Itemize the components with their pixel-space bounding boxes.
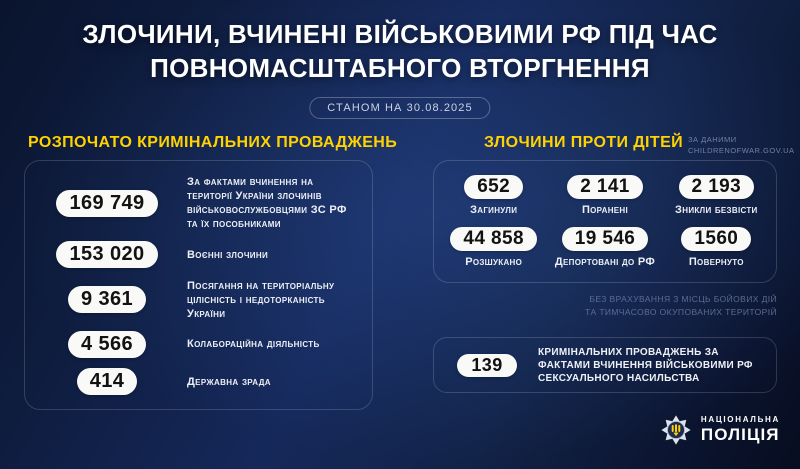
stat-value-pill: 44 858 (450, 227, 537, 252)
stat-row: 153 020 Воєнні злочини (39, 241, 358, 269)
stat-row: 414 Державна зрада (39, 368, 358, 395)
stat-label: Розшукано (465, 256, 523, 269)
source-note-line1: ЗА ДАНИМИ (688, 135, 737, 144)
stat-pill-column: 9 361 (39, 286, 175, 313)
date-badge: СТАНОМ НА 30.08.2025 (309, 97, 491, 119)
criminal-proceedings-panel: 169 749 За фактами вчинення на території… (24, 160, 373, 410)
stat-label: Колабораційна діяльність (187, 338, 320, 351)
stat-value-pill: 4 566 (67, 330, 147, 358)
children-disclaimer-line2: ТА ТИМЧАСОВО ОКУПОВАНИХ ТЕРИТОРІЙ (585, 307, 777, 318)
stat-label: За фактами вчинення на території України… (187, 176, 347, 230)
stat-pill-column: 153 020 (39, 241, 175, 269)
stat-value-pill: 19 546 (561, 227, 649, 252)
stat-value-pill: 169 749 (56, 189, 158, 217)
stat-value-pill: 1560 (681, 227, 752, 252)
child-stat-cell: 19 546 Депортовані до РФ (549, 224, 660, 273)
stat-label: КРИМІНАЛЬНИХ ПРОВАДЖЕНЬ ЗА ФАКТАМИ ВЧИНЕ… (538, 346, 753, 384)
children-section-header: ЗЛОЧИНИ ПРОТИ ДІТЕЙ (484, 134, 684, 151)
children-disclaimer-line1: БЕЗ ВРАХУВАННЯ З МІСЦЬ БОЙОВИХ ДІЙ (589, 294, 777, 304)
national-police-logo: НАЦІОНАЛЬНА ПОЛІЦІЯ (659, 413, 780, 447)
police-logo-line2: ПОЛІЦІЯ (700, 425, 780, 444)
stat-row: 169 749 За фактами вчинення на території… (39, 175, 358, 231)
stat-row: 4 566 Колабораційна діяльність (39, 330, 358, 358)
stat-label: Державна зрада (187, 375, 271, 388)
police-logo-line1: НАЦІОНАЛЬНА (700, 415, 780, 424)
stat-value-pill: 9 361 (67, 286, 147, 313)
children-stats-panel: 652 Загинули 2 141 Поранені 2 193 Зникли… (433, 160, 777, 283)
sexual-violence-panel: 139 КРИМІНАЛЬНИХ ПРОВАДЖЕНЬ ЗА ФАКТАМИ В… (433, 337, 777, 393)
stat-label: Посягання на територіальну цілісність і … (187, 279, 335, 320)
stat-pill-column: 414 (39, 368, 175, 395)
stat-value-pill: 2 193 (678, 174, 755, 199)
stat-label: Депортовані до РФ (554, 256, 656, 269)
stat-label: Поранені (581, 203, 629, 216)
child-stat-cell: 1560 Повернуто (661, 224, 772, 273)
trident-icon (671, 424, 681, 437)
stat-pill-column: 139 (448, 353, 526, 377)
stat-pill-column: 4 566 (39, 330, 175, 358)
page-title: ЗЛОЧИНИ, ВЧИНЕНІ ВІЙСЬКОВИМИ РФ ПІД ЧАС … (0, 17, 800, 85)
children-disclaimer: БЕЗ ВРАХУВАННЯ З МІСЦЬ БОЙОВИХ ДІЙ ТА ТИ… (585, 293, 777, 319)
source-note-line2: CHILDRENOFWAR.GOV.UA (688, 146, 795, 156)
stat-value-pill: 153 020 (56, 241, 158, 269)
child-stat-cell: 2 141 Поранені (549, 171, 660, 220)
page-title-line1: ЗЛОЧИНИ, ВЧИНЕНІ ВІЙСЬКОВИМИ РФ ПІД ЧАС (82, 19, 718, 49)
stat-value-pill: 2 141 (567, 174, 643, 199)
stat-row: 9 361 Посягання на територіальну цілісні… (39, 279, 358, 321)
stat-value-pill: 414 (76, 368, 138, 395)
stat-value-pill: 139 (457, 353, 517, 377)
stat-label: Зникли безвісти (675, 203, 758, 216)
police-logo-text: НАЦІОНАЛЬНА ПОЛІЦІЯ (701, 415, 780, 445)
child-stat-cell: 44 858 Розшукано (438, 224, 549, 273)
stat-pill-column: 169 749 (39, 189, 175, 217)
child-stat-cell: 2 193 Зникли безвісти (661, 171, 772, 220)
stat-label: Воєнні злочини (187, 248, 269, 261)
left-section-header: РОЗПОЧАТО КРИМІНАЛЬНИХ ПРОВАДЖЕНЬ (28, 134, 398, 151)
stat-value-pill: 652 (464, 174, 524, 199)
source-note: ЗА ДАНИМИ CHILDRENOFWAR.GOV.UA (688, 134, 795, 157)
child-stat-cell: 652 Загинули (438, 171, 549, 220)
page-title-line2: ПОВНОМАСШТАБНОГО ВТОРГНЕННЯ (150, 53, 650, 83)
stat-label: Загинули (470, 203, 518, 216)
police-star-icon (661, 415, 691, 445)
stat-label: Повернуто (688, 256, 744, 269)
